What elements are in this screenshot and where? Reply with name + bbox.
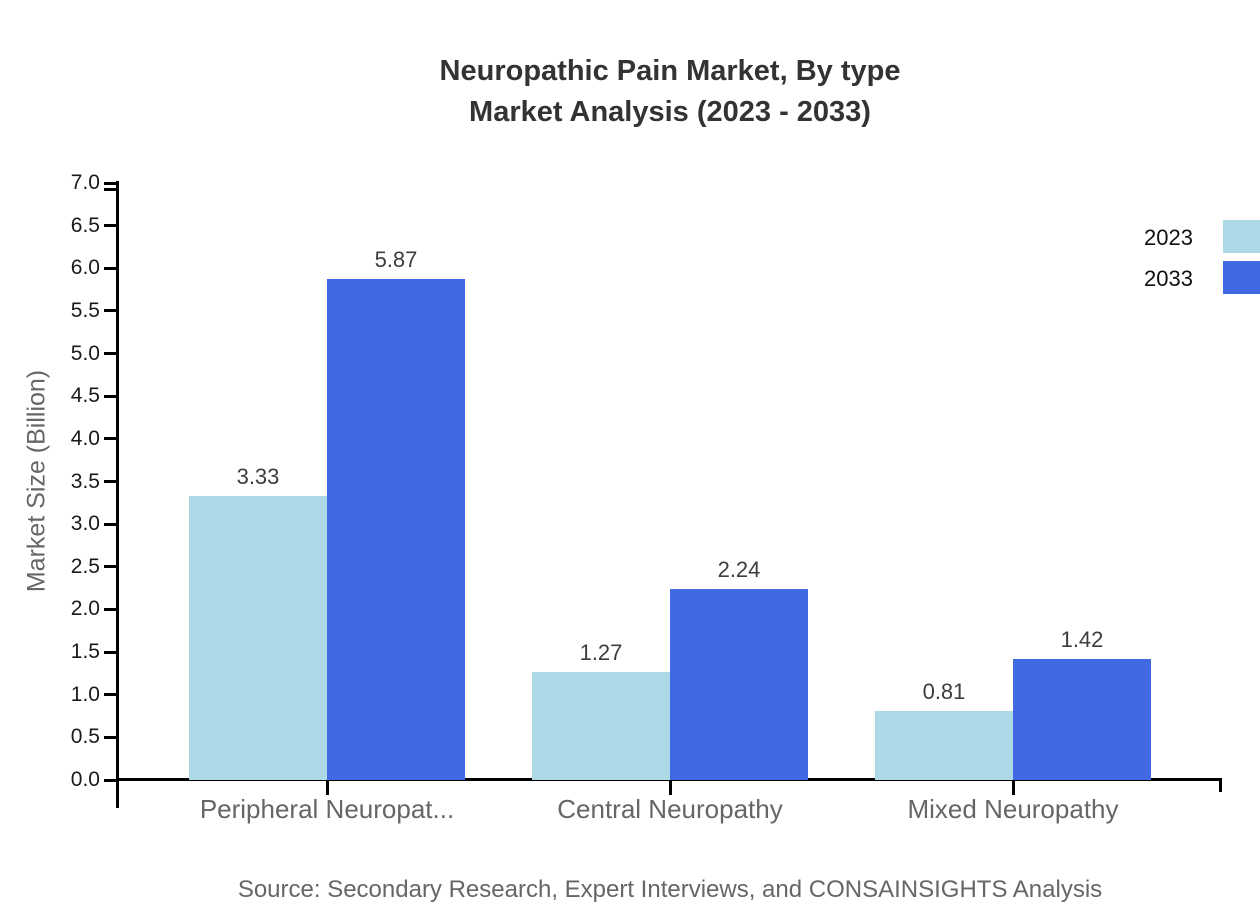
bar-2033-2 bbox=[1013, 658, 1151, 780]
y-tick bbox=[104, 266, 116, 270]
y-tick-label: 2.0 bbox=[70, 597, 100, 621]
y-tick-label: 5.0 bbox=[70, 341, 100, 365]
y-tick-label: 0.5 bbox=[70, 725, 100, 749]
bar-2023-1 bbox=[532, 671, 670, 780]
y-tick bbox=[104, 309, 116, 313]
y-tick-label: 6.0 bbox=[70, 256, 100, 280]
chart-title-line-1: Neuropathic Pain Market, By type bbox=[439, 55, 901, 87]
y-tick bbox=[104, 480, 116, 483]
value-label: 5.87 bbox=[374, 247, 418, 273]
y-tick bbox=[104, 735, 116, 739]
legend-label-2033: 2033 bbox=[1144, 266, 1193, 291]
category-label: Peripheral Neuropat... bbox=[199, 794, 455, 824]
y-tick-label: 5.5 bbox=[70, 298, 100, 322]
y-tick bbox=[104, 522, 116, 526]
y-tick-label: 2.5 bbox=[70, 554, 100, 578]
y-tick bbox=[104, 437, 116, 441]
x-axis-end-tick bbox=[1219, 781, 1222, 792]
value-label: 1.27 bbox=[579, 639, 623, 665]
x-tick bbox=[1011, 781, 1015, 795]
y-tick-label: 1.0 bbox=[70, 682, 100, 706]
y-tick bbox=[104, 181, 116, 185]
legend-label-2023: 2023 bbox=[1144, 225, 1193, 250]
y-tick-label: 4.0 bbox=[70, 426, 100, 450]
value-label: 0.81 bbox=[922, 678, 966, 704]
bar-2033-0 bbox=[327, 279, 465, 780]
legend-swatch-2033 bbox=[1223, 261, 1260, 294]
value-label: 2.24 bbox=[717, 556, 761, 582]
value-label: 1.42 bbox=[1060, 626, 1104, 652]
y-tick-label: 6.5 bbox=[70, 213, 100, 237]
chart-title: Neuropathic Pain Market, By type Market … bbox=[118, 51, 1222, 133]
value-label: 3.33 bbox=[236, 463, 280, 489]
bar-2023-2 bbox=[875, 710, 1013, 780]
category-label: Central Neuropathy bbox=[557, 794, 783, 824]
y-tick bbox=[104, 693, 116, 697]
y-tick-label: 4.5 bbox=[70, 384, 100, 408]
y-axis-spine bbox=[116, 181, 119, 808]
y-axis-top-cap bbox=[104, 188, 116, 191]
bar-2033-1 bbox=[670, 588, 808, 780]
chart-title-line-2: Market Analysis (2023 - 2033) bbox=[469, 96, 871, 128]
y-tick-label: 0.0 bbox=[70, 768, 100, 791]
y-tick bbox=[104, 352, 116, 356]
y-tick-label: 7.0 bbox=[70, 171, 100, 194]
y-tick bbox=[104, 394, 116, 398]
source-note: Source: Secondary Research, Expert Inter… bbox=[237, 876, 1103, 903]
y-tick-label: 3.5 bbox=[70, 469, 100, 493]
x-tick bbox=[668, 781, 672, 795]
category-label: Mixed Neuropathy bbox=[907, 794, 1119, 824]
y-tick-label: 3.0 bbox=[70, 512, 100, 536]
x-tick bbox=[325, 781, 329, 795]
y-tick bbox=[104, 224, 116, 228]
y-tick bbox=[104, 778, 116, 782]
y-tick bbox=[104, 607, 116, 611]
bar-2023-0 bbox=[189, 495, 327, 780]
y-tick-label: 1.5 bbox=[70, 640, 100, 664]
y-tick bbox=[104, 565, 116, 569]
legend-swatch-2023 bbox=[1223, 220, 1260, 253]
y-tick bbox=[104, 650, 116, 654]
